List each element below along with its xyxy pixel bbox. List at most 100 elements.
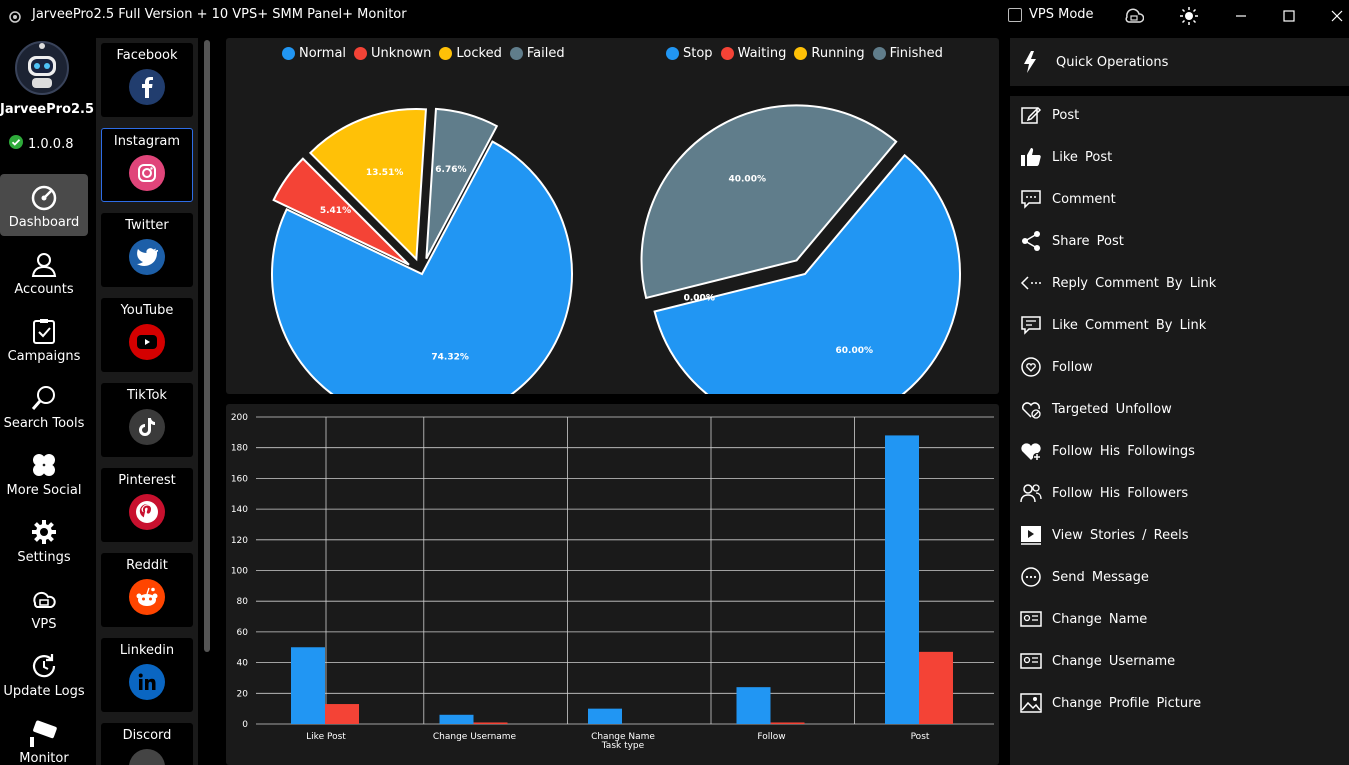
bar-post[interactable]: [919, 651, 953, 724]
nav-label: Monitor: [19, 751, 69, 765]
y-tick-label: 40: [237, 659, 249, 669]
op-reply-comment[interactable]: Reply Comment By Link: [1010, 264, 1349, 302]
bar-change-username[interactable]: [473, 722, 508, 724]
bar-like-post[interactable]: [291, 647, 325, 724]
version-number: 1.0.0.8: [28, 136, 74, 152]
pie-slice-failed[interactable]: [425, 107, 499, 260]
y-tick-label: 200: [231, 413, 248, 423]
minimize-icon[interactable]: [1230, 6, 1252, 26]
social-scrollbar[interactable]: [204, 40, 210, 652]
social-instagram[interactable]: Instagram: [101, 128, 193, 202]
legend-item[interactable]: Stop: [666, 46, 713, 61]
legend-item[interactable]: Unknown: [354, 46, 431, 61]
instagram-icon: [129, 155, 165, 191]
vps-mode-checkbox[interactable]: [1008, 7, 1022, 22]
social-reddit[interactable]: Reddit: [101, 553, 193, 627]
op-change-profile-picture[interactable]: Change Profile Picture: [1010, 684, 1349, 722]
op-send-message[interactable]: Send Message: [1010, 558, 1349, 596]
social-discord[interactable]: Discord: [101, 723, 193, 765]
pie-data-label: 13.51%: [366, 168, 404, 178]
bar-like-post[interactable]: [325, 704, 359, 724]
pie-slice-stop[interactable]: [653, 153, 961, 394]
reply-icon: [1020, 276, 1041, 290]
op-label: Like Post: [1052, 149, 1113, 165]
nav-accounts[interactable]: Accounts: [0, 241, 88, 303]
legend-item[interactable]: Waiting: [720, 46, 787, 61]
pie-data-label: 0.00%: [684, 293, 715, 303]
op-follow[interactable]: Follow: [1010, 348, 1349, 386]
robot-logo-icon: [14, 40, 70, 96]
nav-campaigns[interactable]: Campaigns: [0, 308, 88, 370]
legend-item[interactable]: Finished: [872, 46, 943, 61]
discord-icon: [129, 749, 165, 765]
social-label: Linkedin: [119, 643, 175, 658]
op-share-post[interactable]: Share Post: [1010, 222, 1349, 260]
unfollow-icon: [1021, 402, 1041, 419]
pie-charts-panel: Normal Unknown Locked Failed Stop Waitin…: [226, 38, 999, 394]
nav-label: Campaigns: [7, 349, 81, 364]
share-icon: [1022, 231, 1040, 251]
op-follow-followers[interactable]: Follow His Followers: [1010, 474, 1349, 512]
social-facebook[interactable]: Facebook: [101, 43, 193, 117]
like-icon: [1021, 148, 1041, 166]
legend-item[interactable]: Locked: [439, 46, 502, 61]
op-like-post[interactable]: Like Post: [1010, 138, 1349, 176]
bar-follow[interactable]: [736, 687, 771, 724]
op-comment[interactable]: Comment: [1010, 180, 1349, 218]
pie-data-label: 40.00%: [728, 175, 766, 185]
legend-item[interactable]: Failed: [509, 46, 565, 61]
brand-name: JarveePro2.5: [0, 102, 95, 117]
y-tick-label: 0: [242, 720, 248, 730]
social-youtube[interactable]: YouTube: [101, 298, 193, 372]
bar-post[interactable]: [885, 435, 919, 724]
close-icon[interactable]: [1326, 6, 1348, 26]
nav-more-social[interactable]: More Social: [0, 442, 88, 504]
op-change-username[interactable]: Change Username: [1010, 642, 1349, 680]
pie-slice-locked[interactable]: [308, 108, 428, 262]
bar-chart-panel: 0 20 40 60 80 100 120 140 160 180 200 Like Post Chan…: [226, 404, 999, 765]
nav-settings[interactable]: Settings: [0, 509, 88, 571]
op-view-stories[interactable]: View Stories / Reels: [1010, 516, 1349, 554]
legend-item[interactable]: Running: [794, 46, 865, 61]
nav-monitor[interactable]: Monitor: [0, 710, 88, 765]
op-targeted-unfollow[interactable]: Targeted Unfollow: [1010, 390, 1349, 428]
nav-search-tools[interactable]: Search Tools: [0, 375, 88, 437]
social-twitter[interactable]: Twitter: [101, 213, 193, 287]
legend-item[interactable]: Normal: [282, 46, 346, 61]
accounts-icon: [31, 253, 57, 277]
image-icon: [1020, 693, 1042, 713]
legend-label: Waiting: [737, 46, 787, 61]
legend-label: Running: [811, 46, 865, 61]
vps-mode-toggle[interactable]: VPS Mode: [1008, 7, 1094, 22]
pie-slice-finished[interactable]: [640, 104, 898, 300]
users-icon: [1020, 484, 1042, 503]
y-tick-label: 120: [231, 536, 248, 546]
pie-slice-normal[interactable]: [271, 140, 573, 394]
y-tick-label: 160: [231, 474, 248, 484]
app-icon: [8, 9, 22, 28]
nav-vps[interactable]: VPS: [0, 576, 88, 638]
pinterest-icon: [129, 494, 165, 530]
vps-icon-button[interactable]: [1123, 6, 1145, 26]
op-label: Follow His Followings: [1052, 443, 1195, 459]
social-pinterest[interactable]: Pinterest: [101, 468, 193, 542]
social-label: Reddit: [126, 558, 168, 573]
maximize-icon[interactable]: [1278, 6, 1300, 26]
social-tiktok[interactable]: TikTok: [101, 383, 193, 457]
bar-change-name[interactable]: [588, 708, 622, 724]
nav-dashboard[interactable]: Dashboard: [0, 174, 88, 236]
nav-update-logs[interactable]: Update Logs: [0, 643, 88, 705]
theme-toggle-icon[interactable]: [1178, 6, 1200, 26]
update-icon: [32, 654, 56, 678]
op-post[interactable]: Post: [1010, 96, 1349, 134]
op-follow-followings[interactable]: Follow His Followings: [1010, 432, 1349, 470]
social-linkedin[interactable]: Linkedin: [101, 638, 193, 712]
bar-follow[interactable]: [770, 722, 805, 724]
bar-change-username[interactable]: [439, 714, 474, 724]
pie-slice-unknown[interactable]: [272, 157, 410, 266]
pie-data-label: 60.00%: [836, 346, 874, 356]
op-change-name[interactable]: Change Name: [1010, 600, 1349, 638]
legend-label: Normal: [299, 46, 347, 61]
op-like-comment[interactable]: Like Comment By Link: [1010, 306, 1349, 344]
x-tick-label: Follow: [757, 732, 785, 742]
